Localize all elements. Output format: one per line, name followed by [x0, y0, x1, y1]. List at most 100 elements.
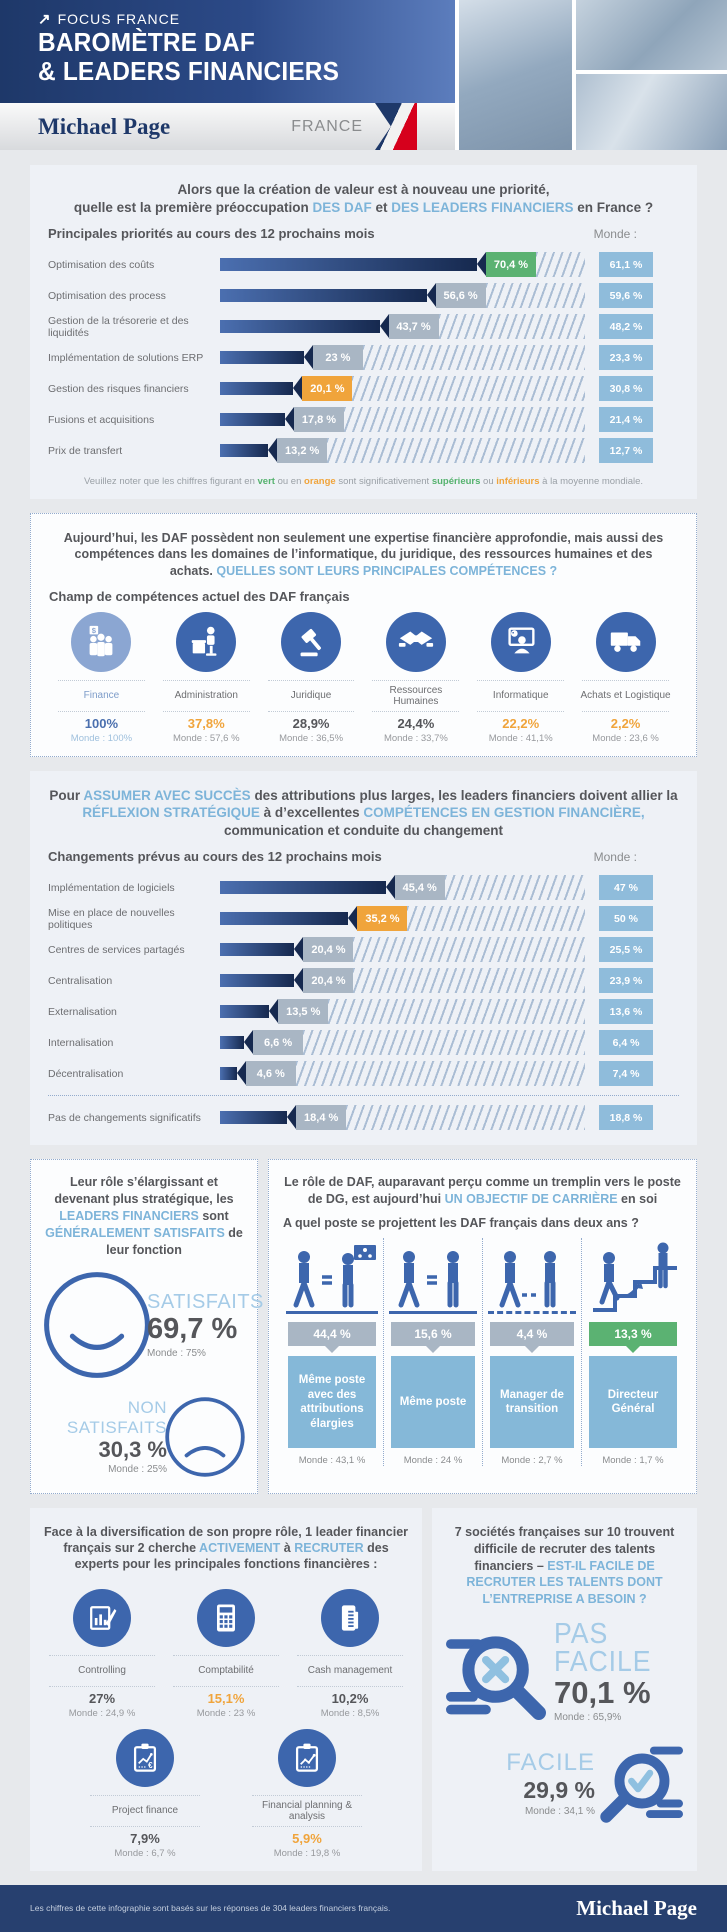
- hatch-area: [346, 1105, 585, 1131]
- monde-value: 23,3 %: [599, 345, 653, 371]
- career-value-tag: 44,4 %: [288, 1322, 376, 1347]
- recruit-functions-box: Face à la diversification de son propre …: [30, 1507, 422, 1871]
- career-col-same-role-plus: 44,4 % Même poste avec des attributions …: [281, 1238, 383, 1466]
- controlling-chart-icon: [90, 1605, 117, 1630]
- function-project-finance: € Project finance 7,9% Monde : 6,7 %: [81, 1723, 209, 1859]
- page-title-line2: & LEADERS FINANCIERS: [38, 56, 340, 87]
- monde-value: 18,8 %: [599, 1105, 653, 1131]
- section-competences-title: Aujourd’hui, les DAF possèdent non seule…: [63, 531, 664, 578]
- easy-label: FACILE: [506, 1749, 595, 1777]
- recruit-title: Face à la diversification de son propre …: [43, 1524, 409, 1572]
- value-tag: 17,8 %: [284, 407, 344, 433]
- project-finance-icon: €: [133, 1743, 157, 1772]
- smiley-sad-icon: [165, 1397, 245, 1477]
- bar-fill: [220, 1036, 245, 1050]
- career-transition-icon: [499, 1251, 556, 1308]
- value-tag: 18,4 %: [287, 1105, 347, 1131]
- bar-fill: [220, 1067, 237, 1081]
- kicker-label: FOCUS FRANCE: [57, 11, 181, 27]
- monde-value: 61,1 %: [599, 252, 653, 278]
- bar-row: Optimisation des coûts 70,4 % 61,1 %: [48, 249, 679, 280]
- section-priorities-subtitle: Principales priorités au cours des 12 pr…: [48, 226, 375, 242]
- monde-value: 48,2 %: [599, 314, 653, 340]
- monde-value: 59,6 %: [599, 283, 653, 309]
- bar-fill: [220, 444, 269, 458]
- hatch-area: [444, 875, 585, 901]
- bar-fill: [220, 289, 427, 303]
- section-recrutement: Face à la diversification de son propre …: [30, 1507, 697, 1871]
- bar-fill: [220, 258, 477, 272]
- administration-desk-icon: [191, 626, 217, 656]
- section-competences: Aujourd’hui, les DAF possèdent non seule…: [30, 513, 697, 757]
- bar-row: Gestion des risques financiers 20,1 % 30…: [48, 373, 679, 404]
- cash-management-icon: [341, 1605, 359, 1631]
- value-tag: 20,4 %: [294, 937, 354, 963]
- difficulty-title: 7 sociétés françaises sur 10 trouvent di…: [454, 1524, 675, 1607]
- career-dg-stairs-icon: [593, 1242, 677, 1313]
- career-col-same-role: 15,6 % Même poste Monde : 24 %: [383, 1238, 482, 1467]
- satisfaction-box: Leur rôle s’élargissant et devenant plus…: [30, 1159, 263, 1494]
- bar-row: Centres de services partagés 20,4 % 25,5…: [48, 934, 679, 965]
- color-legend-note: Veuillez noter que les chiffres figurant…: [83, 476, 644, 488]
- bar-fill: [220, 320, 380, 334]
- value-tag: 20,4 %: [294, 968, 354, 994]
- value-tag: 4,6 %: [236, 1061, 296, 1087]
- competences-grid: $ Finance 100% Monde : 100% Administrati…: [49, 606, 678, 744]
- hatch-area: [295, 1061, 585, 1087]
- svg-text:$: $: [92, 626, 97, 635]
- value-tag: 43,7 %: [379, 314, 439, 340]
- kicker: ↗ FOCUS FRANCE: [38, 10, 455, 28]
- value-tag: 13,2 %: [268, 438, 328, 464]
- section-changements-subtitle: Changements prévus au cours des 12 proch…: [48, 849, 382, 865]
- recruit-difficulty-box: 7 sociétés françaises sur 10 trouvent di…: [432, 1507, 697, 1871]
- bar-fill: [220, 1005, 270, 1019]
- bar-row: Fusions et acquisitions 17,8 % 21,4 %: [48, 404, 679, 435]
- section-priorities: Alors que la création de valeur est à no…: [30, 165, 697, 500]
- hatch-area: [362, 345, 585, 371]
- career-col-transition: 4,4 % Manager de transition Monde : 2,7 …: [482, 1238, 581, 1467]
- svg-text:€: €: [148, 1761, 153, 1770]
- bar-row: Externalisation 13,5 % 13,6 %: [48, 996, 679, 1027]
- calculator-icon: [217, 1604, 235, 1632]
- france-flag-icon: [375, 103, 417, 150]
- competence-finance: $ Finance 100% Monde : 100%: [49, 606, 154, 744]
- monde-value: 47 %: [599, 875, 653, 901]
- monde-column-header: Monde :: [593, 227, 637, 242]
- career-col-dg: 13,3 % Directeur Général Monde : 1,7 %: [581, 1238, 684, 1467]
- easy-value: 29,9 %: [523, 1777, 595, 1804]
- bar-row: Mise en place de nouvelles politiques 35…: [48, 903, 679, 934]
- finance-people-icon: $: [90, 625, 113, 657]
- bar-fill: [220, 382, 294, 396]
- hatch-area: [438, 314, 585, 340]
- monde-value: 13,6 %: [599, 999, 653, 1025]
- it-user-icon: [508, 627, 535, 654]
- hatch-area: [343, 407, 585, 433]
- value-tag: 6,6 %: [244, 1030, 304, 1056]
- competence-rh: Ressources Humaines 24,4% Monde : 33,7%: [363, 606, 468, 744]
- logistics-truck-icon: [610, 632, 640, 652]
- section-priorities-title: Alors que la création de valeur est à no…: [73, 182, 654, 215]
- career-monde: Monde : 24 %: [403, 1455, 463, 1467]
- monde-value: 50 %: [599, 906, 653, 932]
- hatch-area: [535, 252, 585, 278]
- brand-bar: Michael Page FRANCE: [0, 103, 455, 150]
- career-title: Le rôle de DAF, auparavant perçu comme u…: [284, 1175, 681, 1207]
- career-label: Même poste avec des attributions élargie…: [288, 1356, 376, 1449]
- career-label: Manager de transition: [490, 1356, 574, 1449]
- bar-fill: [220, 943, 295, 957]
- competence-informatique: Informatique 22,2% Monde : 41,1%: [468, 606, 573, 744]
- career-value-tag: 13,3 %: [589, 1322, 677, 1347]
- bar-row: Pas de changements significatifs 18,4 % …: [48, 1102, 679, 1133]
- value-tag: 35,2 %: [348, 906, 408, 932]
- bar-fill: [220, 1111, 288, 1125]
- magnifier-check-icon: [600, 1746, 683, 1823]
- value-tag: 23 %: [303, 345, 363, 371]
- bar-row: Prix de transfert 13,2 % 12,7 %: [48, 435, 679, 466]
- bar-fill: [220, 351, 304, 365]
- facile-label: FACILE: [554, 1645, 652, 1678]
- bar-fill: [220, 912, 349, 926]
- hard-monde: Monde : 65,9%: [554, 1712, 622, 1724]
- footer-michael-page-logo: Michael Page: [576, 1895, 697, 1920]
- career-monde: Monde : 1,7 %: [602, 1455, 664, 1467]
